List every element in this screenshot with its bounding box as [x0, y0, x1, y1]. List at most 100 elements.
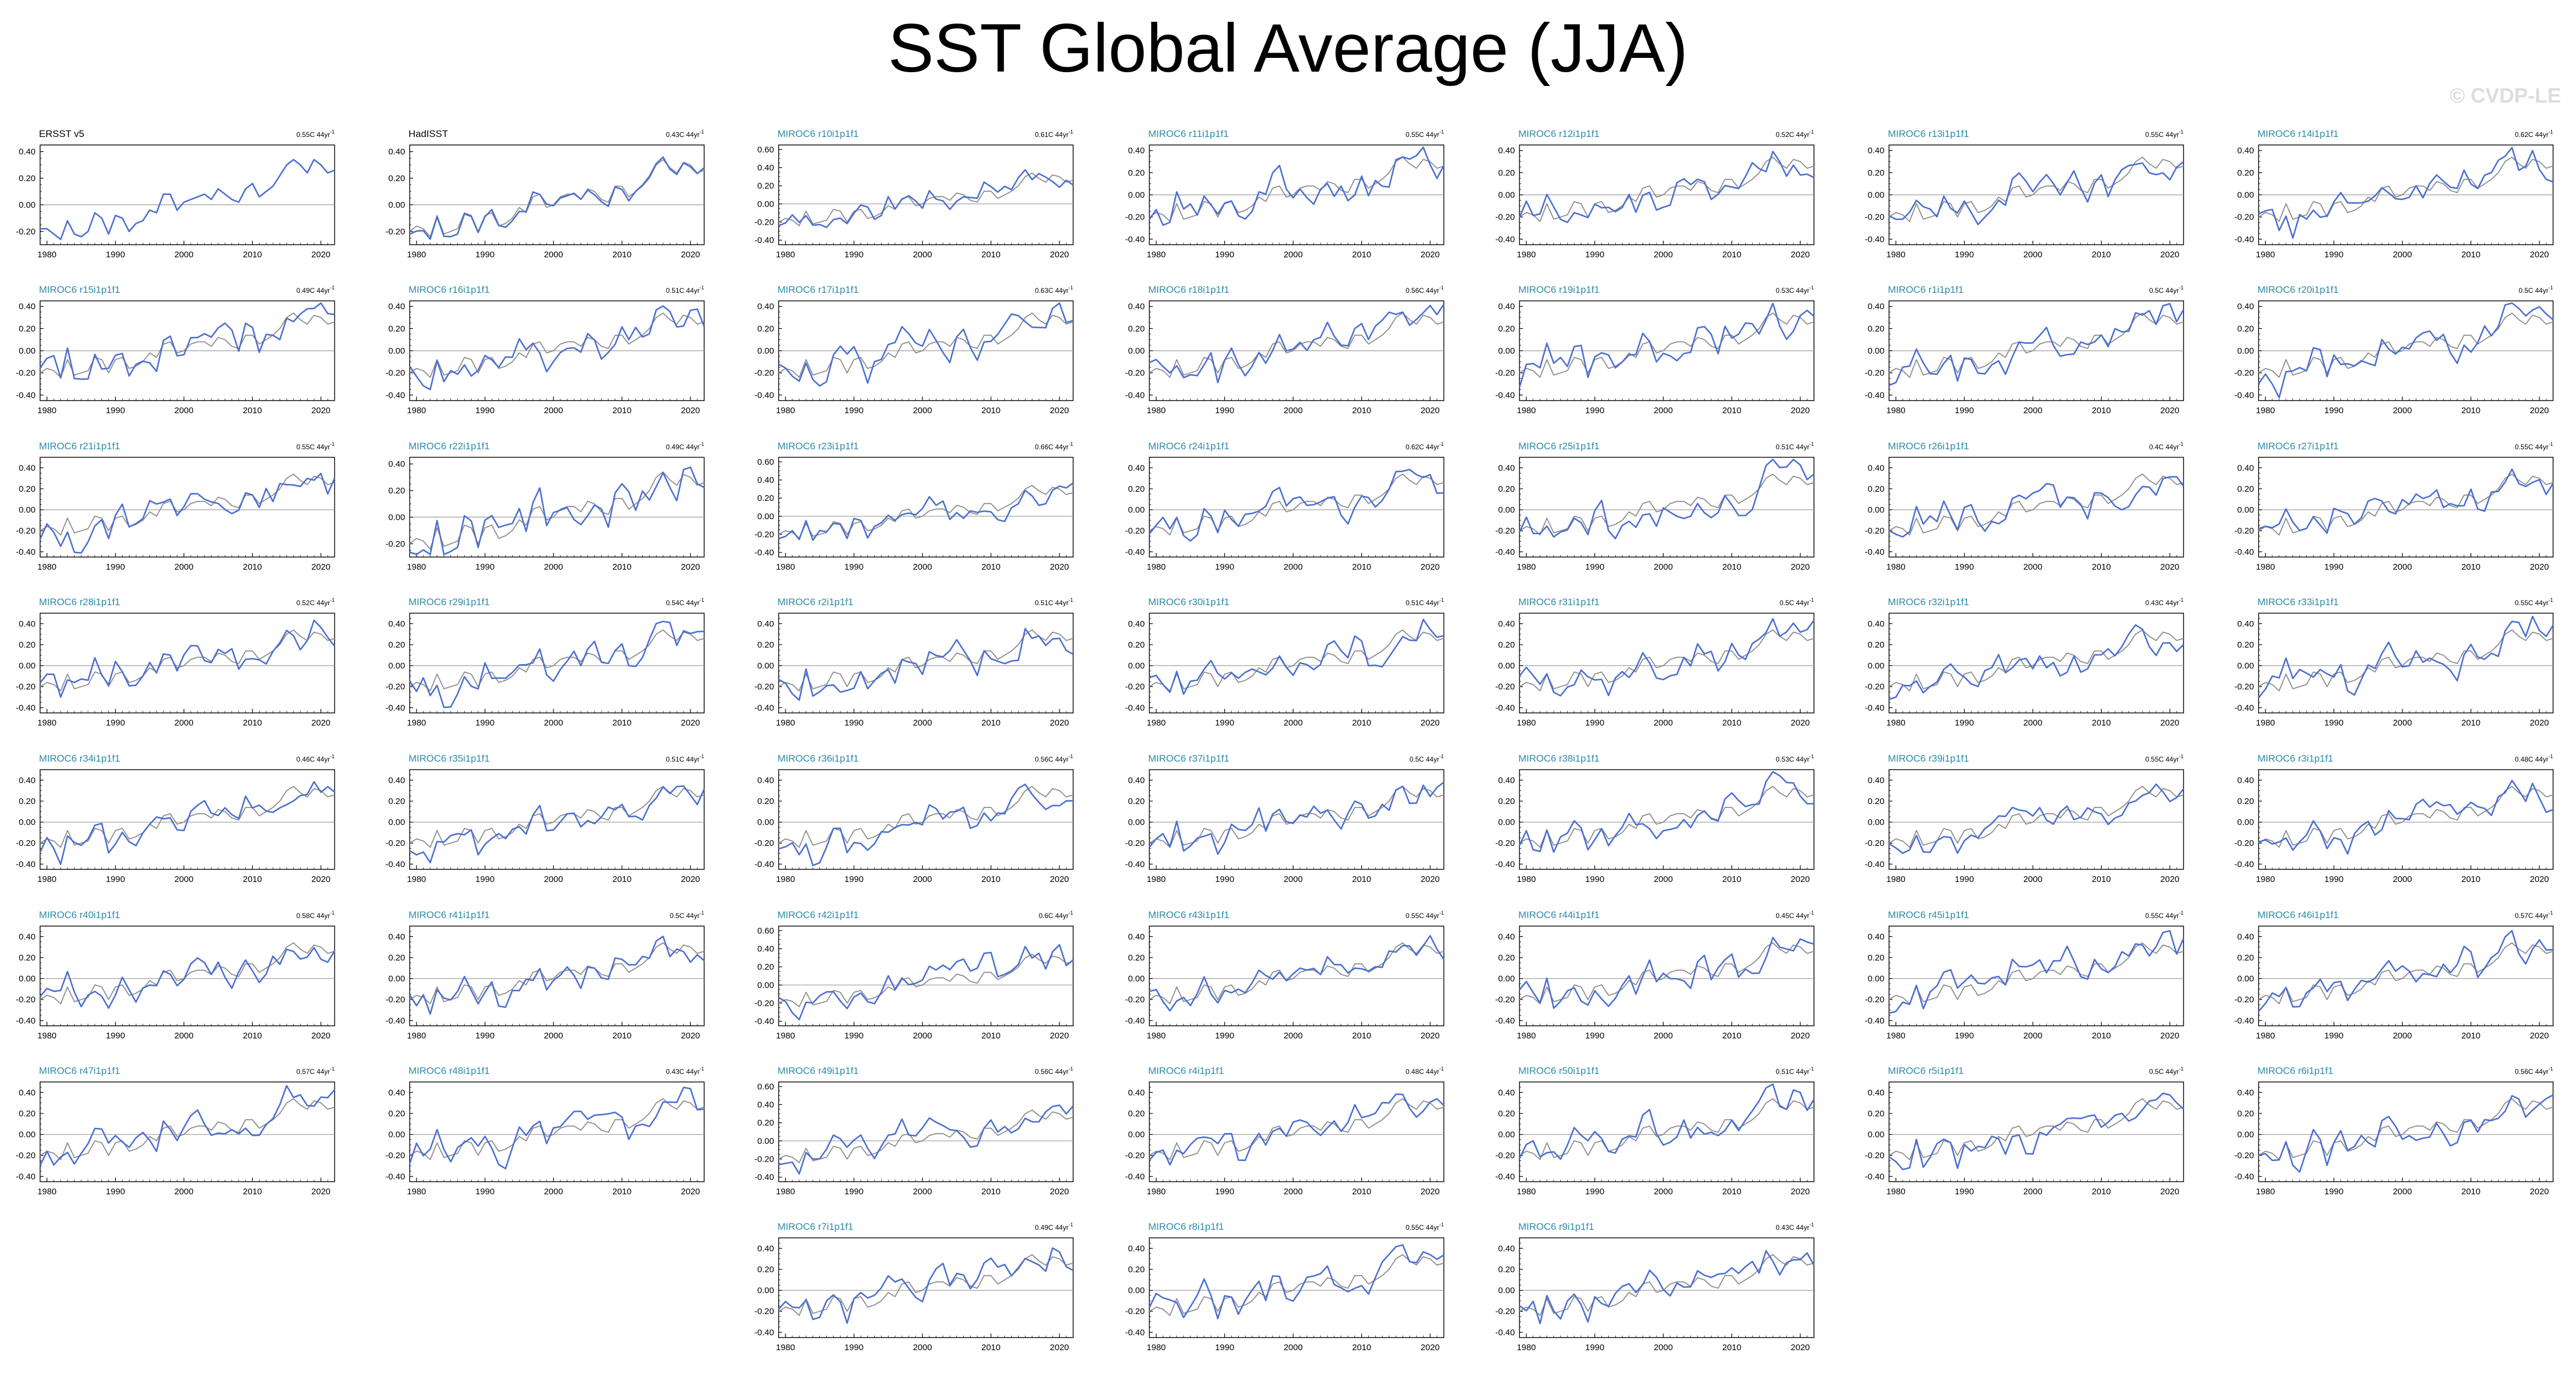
y-tick-label: 0.20	[19, 1109, 36, 1119]
x-tick-label: 1990	[1215, 1187, 1234, 1197]
x-tick-label: 1980	[776, 875, 795, 884]
x-tick-label: 1980	[37, 250, 56, 260]
x-tick-label: 2020	[1790, 1187, 1809, 1197]
series-line-member	[1518, 771, 1815, 853]
panel-miroc6-r11i1p1f1: MIROC6 r11i1p1f1 0.55C 44yr-1 0.40 0.20 0.00…	[1125, 128, 1445, 260]
x-tick-label: 2020	[1050, 406, 1069, 415]
y-tick-label: 0.00	[19, 346, 36, 356]
y-tick-label: 0.40	[757, 944, 774, 954]
panel-title: MIROC6 r26i1p1f1	[1888, 441, 1969, 452]
x-tick-label: 1980	[37, 562, 56, 572]
x-tick-label: 2020	[1420, 718, 1439, 728]
y-tick-label: -0.40	[1495, 390, 1515, 400]
x-tick-label: 2010	[243, 250, 262, 260]
y-tick-label: 0.40	[1868, 619, 1884, 629]
series-line-member	[2258, 468, 2554, 534]
y-tick-label: -0.40	[2235, 703, 2254, 713]
x-tick-label: 1990	[2324, 562, 2343, 572]
y-tick-label: -0.20	[755, 1307, 774, 1316]
series-line-reference	[2258, 1098, 2554, 1160]
panel-miroc6-r31i1p1f1: MIROC6 r31i1p1f1 0.5C 44yr-1 0.40 0.20 0.00 -…	[1495, 597, 1815, 728]
x-tick-label: 1990	[845, 250, 863, 260]
series-line-reference	[1149, 629, 1444, 692]
y-tick-label: -0.40	[755, 236, 774, 245]
series-line-reference	[778, 312, 1074, 378]
y-tick-label: 0.40	[1128, 1244, 1145, 1253]
x-tick-label: 2010	[2092, 406, 2111, 415]
y-tick-label: 0.00	[19, 505, 36, 515]
panel-title: MIROC6 r36i1p1f1	[777, 753, 859, 764]
x-tick-label: 1980	[37, 875, 56, 884]
x-tick-label: 1990	[1585, 1187, 1604, 1197]
x-tick-label: 2010	[981, 406, 1000, 415]
panel-miroc6-r28i1p1f1: MIROC6 r28i1p1f1 0.52C 44yr-1 0.40 0.20 0.00…	[16, 597, 336, 728]
x-tick-label: 2020	[2530, 1031, 2548, 1041]
panel-title: MIROC6 r20i1p1f1	[2257, 284, 2339, 295]
y-tick-label: -0.40	[1865, 1016, 1884, 1026]
x-tick-label: 1990	[1215, 1343, 1234, 1352]
plot-frame	[1149, 769, 1444, 870]
y-tick-label: 0.00	[757, 661, 774, 671]
y-tick-label: 0.40	[757, 302, 774, 312]
y-tick-label: -0.40	[1495, 860, 1515, 869]
y-tick-label: 0.40	[2237, 619, 2254, 629]
series-line-reference	[778, 954, 1074, 1007]
y-tick-label: 0.40	[388, 147, 405, 157]
y-tick-label: 0.40	[388, 932, 405, 942]
series-line-reference	[1519, 1098, 1815, 1160]
x-tick-label: 2000	[1283, 250, 1302, 260]
x-tick-label: 1980	[1517, 1031, 1536, 1041]
series-line-member	[1518, 302, 1815, 388]
panel-trend-stat: 0.51C 44yr-1	[1776, 1066, 1814, 1076]
y-tick-label: 0.00	[757, 1136, 774, 1146]
y-tick-label: 0.20	[1128, 797, 1145, 806]
y-tick-label: -0.20	[1495, 1151, 1515, 1160]
y-tick-label: -0.20	[386, 682, 405, 692]
y-tick-label: 0.20	[388, 953, 405, 963]
series-line-reference	[409, 471, 705, 550]
x-tick-label: 2000	[2393, 1187, 2412, 1197]
y-tick-label: 0.40	[757, 775, 774, 785]
y-tick-label: 0.20	[388, 324, 405, 334]
series-line-member	[1148, 781, 1444, 855]
plot-frame	[40, 457, 335, 558]
panel-title: MIROC6 r1i1p1f1	[1888, 284, 1964, 295]
panel-miroc6-r40i1p1f1: MIROC6 r40i1p1f1 0.58C 44yr-1 0.40 0.20 0.00…	[16, 909, 336, 1041]
panel-trend-stat: 0.56C 44yr-1	[1035, 754, 1073, 763]
y-tick-label: 0.20	[757, 493, 774, 503]
y-tick-label: -0.40	[755, 1328, 774, 1338]
y-tick-label: 0.40	[1498, 932, 1515, 942]
plot-frame	[778, 144, 1074, 245]
panel-miroc6-r33i1p1f1: MIROC6 r33i1p1f1 0.55C 44yr-1 0.40 0.20 0.00…	[2235, 597, 2554, 728]
x-tick-label: 2000	[544, 1031, 563, 1041]
y-tick-label: 0.00	[1128, 1130, 1145, 1140]
y-tick-label: -0.40	[1865, 390, 1884, 400]
panel-trend-stat: 0.4C 44yr-1	[2149, 441, 2184, 451]
x-tick-label: 1990	[845, 718, 863, 728]
plot-frame	[1888, 457, 2184, 558]
y-tick-label: 0.00	[757, 818, 774, 828]
panel-title: MIROC6 r39i1p1f1	[1888, 753, 1969, 764]
series-line-member	[1519, 1250, 1815, 1324]
y-tick-label: -0.20	[16, 368, 36, 378]
x-tick-label: 2020	[1050, 875, 1069, 884]
y-tick-label: 0.00	[2237, 190, 2254, 200]
series-line-member	[1518, 618, 1815, 697]
plot-frame	[2258, 1081, 2554, 1182]
x-tick-label: 1980	[1886, 562, 1905, 572]
x-tick-label: 1980	[2256, 875, 2275, 884]
x-tick-label: 2010	[1352, 250, 1371, 260]
panel-title: MIROC6 r29i1p1f1	[409, 597, 490, 607]
panel-trend-stat: 0.51C 44yr-1	[1405, 597, 1444, 607]
y-tick-label: -0.40	[1865, 860, 1884, 869]
x-tick-label: 1980	[2256, 718, 2275, 728]
x-tick-label: 1980	[1517, 875, 1536, 884]
y-tick-label: -0.40	[1865, 703, 1884, 713]
x-tick-label: 1980	[37, 406, 56, 415]
y-tick-label: 0.20	[1498, 324, 1515, 334]
y-tick-label: -0.40	[1865, 1172, 1884, 1182]
y-tick-label: -0.40	[2235, 1016, 2254, 1026]
x-tick-label: 1990	[2324, 718, 2343, 728]
y-tick-label: 0.20	[1868, 640, 1884, 650]
series-line-reference	[778, 786, 1074, 848]
